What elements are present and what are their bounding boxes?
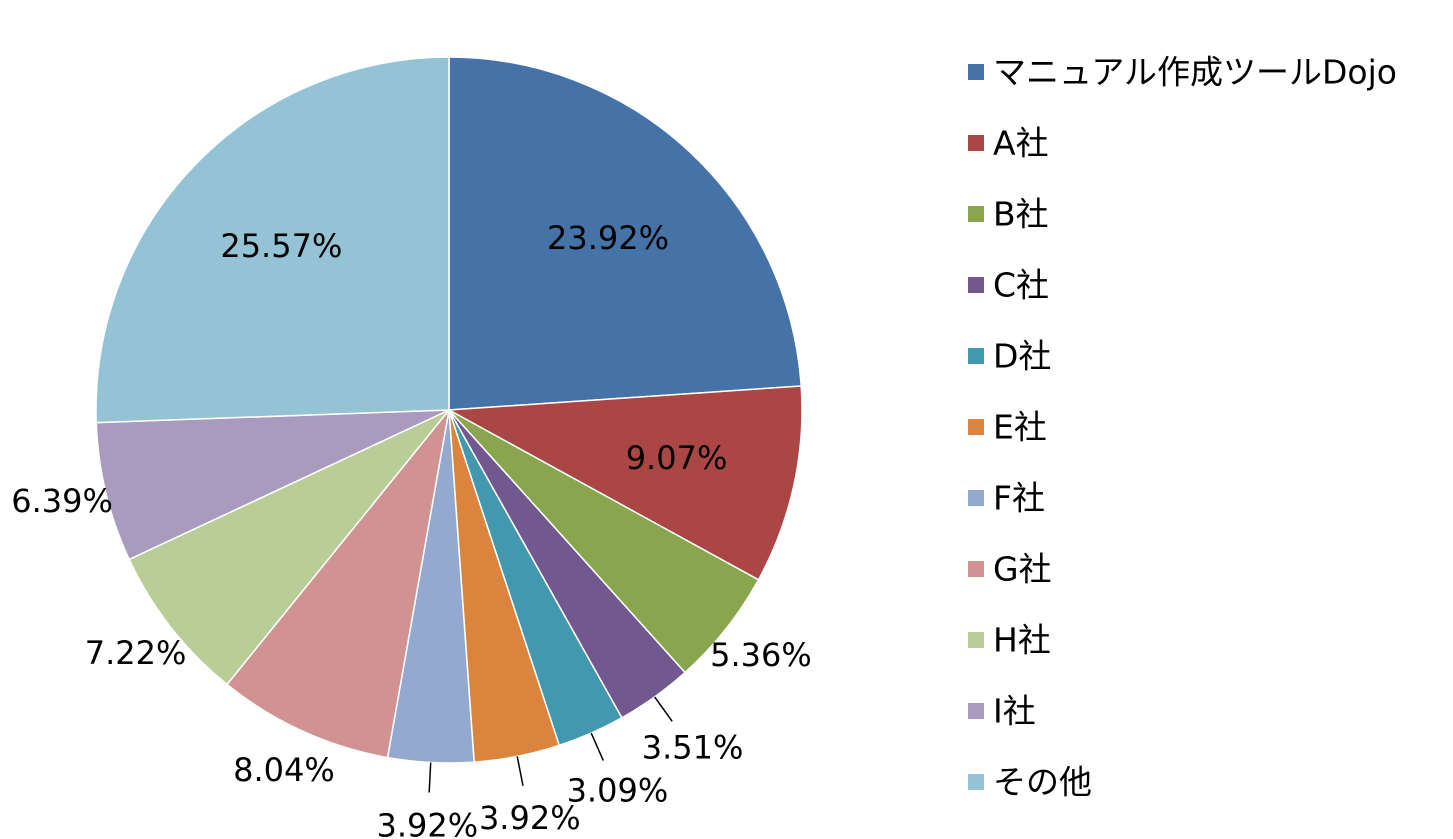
pie-slice xyxy=(95,56,450,424)
data-label: 7.22% xyxy=(85,634,187,672)
data-label: 23.92% xyxy=(547,219,669,257)
data-label: 25.57% xyxy=(220,227,342,265)
legend-label: G社 xyxy=(993,550,1052,589)
legend-swatch xyxy=(968,348,984,364)
legend-swatch xyxy=(968,135,984,151)
data-label: 6.39% xyxy=(11,482,113,520)
legend-swatch xyxy=(968,419,984,435)
legend-swatch xyxy=(968,64,984,80)
legend-label: E社 xyxy=(993,408,1047,447)
legend-swatch xyxy=(968,703,984,719)
legend-label: H社 xyxy=(993,621,1051,660)
leader-line xyxy=(590,732,604,761)
legend-label: マニュアル作成ツールDojo xyxy=(993,53,1397,92)
data-label: 3.51% xyxy=(642,729,744,767)
pie-slice xyxy=(225,409,450,759)
data-label: 5.36% xyxy=(710,636,812,674)
data-label: 8.04% xyxy=(233,751,335,789)
leader-line xyxy=(428,762,432,793)
legend-swatch xyxy=(968,561,984,577)
legend-label: C社 xyxy=(993,266,1049,305)
legend-label: I社 xyxy=(993,692,1036,731)
legend-swatch xyxy=(968,632,984,648)
legend-swatch xyxy=(968,206,984,222)
leader-line xyxy=(654,696,673,722)
data-label: 3.92% xyxy=(479,799,581,837)
legend-label: D社 xyxy=(993,337,1051,376)
legend-swatch xyxy=(968,490,984,506)
legend-label: その他 xyxy=(993,763,1092,802)
data-label: 3.09% xyxy=(567,772,669,810)
legend-label: F社 xyxy=(993,479,1045,518)
legend-label: B社 xyxy=(993,195,1049,234)
legend-swatch xyxy=(968,277,984,293)
pie-slice xyxy=(95,409,450,561)
leader-line xyxy=(516,756,524,786)
pie-slice xyxy=(446,385,803,581)
data-label: 9.07% xyxy=(626,439,728,477)
legend-label: A社 xyxy=(993,124,1049,163)
legend-swatch xyxy=(968,774,984,790)
pie-slice xyxy=(128,409,450,686)
pie-slice xyxy=(448,56,802,411)
data-label: 3.92% xyxy=(377,806,479,839)
